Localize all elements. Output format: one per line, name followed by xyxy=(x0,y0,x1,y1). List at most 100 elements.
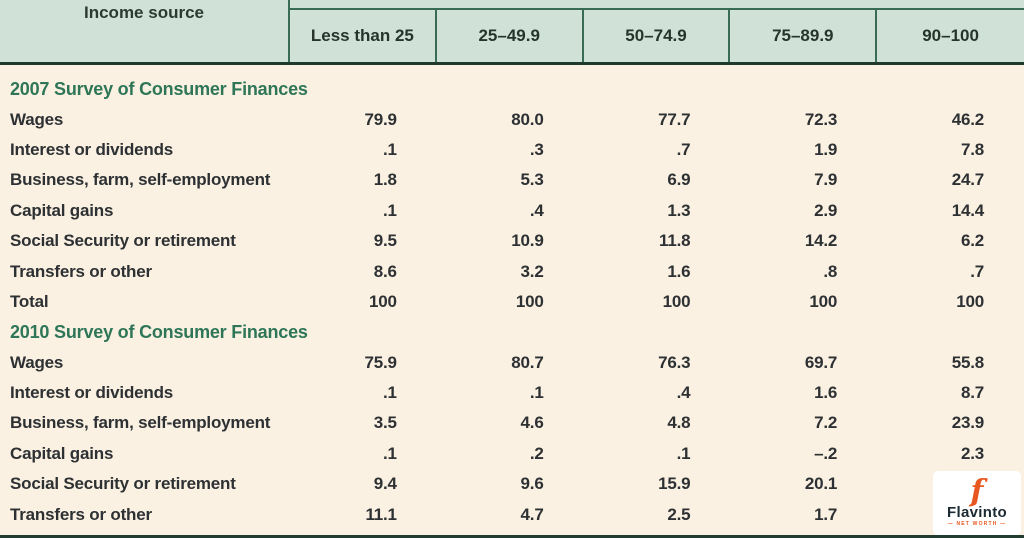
row-value: –.2 xyxy=(814,443,838,463)
table-row: Wages 79.9 80.0 77.7 72.3 46.2 xyxy=(0,104,1024,134)
row-value: 72.3 xyxy=(804,109,838,129)
table-row: Total 100 100 100 100 100 xyxy=(0,287,1024,317)
column-header-50-74: 50–74.9 xyxy=(584,10,731,62)
row-value: 7.9 xyxy=(814,170,838,190)
row-value: 14.2 xyxy=(804,231,838,251)
row-value: .1 xyxy=(383,200,397,220)
row-label: Transfers or other xyxy=(10,504,152,524)
row-value: 4.6 xyxy=(520,413,544,433)
row-value: 55.8 xyxy=(951,352,984,372)
row-value: 5.3 xyxy=(520,170,544,190)
row-label: Social Security or retirement xyxy=(10,231,236,251)
row-value: 1.6 xyxy=(814,383,838,403)
row-value: .1 xyxy=(383,383,397,403)
table-row: Wages 75.9 80.7 76.3 69.7 55.8 xyxy=(0,348,1024,378)
row-value: 76.3 xyxy=(658,352,691,372)
row-label: Interest or dividends xyxy=(10,383,174,403)
row-value: 2.9 xyxy=(814,200,838,220)
table-row: Capital gains .1 .2 .1 –.2 2.3 xyxy=(0,439,1024,469)
row-value: 9.4 xyxy=(373,474,397,494)
corner-header-label: Income source xyxy=(84,3,204,22)
row-value: .3 xyxy=(529,139,544,159)
row-value: 100 xyxy=(369,291,397,311)
flavinto-watermark: f Flavinto — NET WORTH — xyxy=(933,471,1021,535)
table-row: Interest or dividends .1 .1 .4 1.6 8.7 xyxy=(0,378,1024,408)
row-value: 23.9 xyxy=(951,413,984,433)
column-header-group: Less than 25 25–49.9 50–74.9 75–89.9 90–… xyxy=(290,0,1024,62)
row-value: 69.7 xyxy=(804,352,838,372)
row-value: 80.0 xyxy=(511,109,544,129)
table-row: Business, farm, self-employment 3.5 4.6 … xyxy=(0,408,1024,438)
row-value: 1.6 xyxy=(667,261,691,281)
column-header-90-100: 90–100 xyxy=(922,26,979,45)
column-header-less-than-25: Less than 25 xyxy=(290,10,437,62)
row-value: 2.3 xyxy=(960,443,984,463)
row-label: Interest or dividends xyxy=(10,139,174,159)
row-value: 100 xyxy=(956,291,984,311)
row-value: 20.1 xyxy=(804,474,838,494)
row-value: .1 xyxy=(529,383,544,403)
row-value: .4 xyxy=(529,200,544,220)
row-value: 75.9 xyxy=(364,352,397,372)
section-heading: 2010 Survey of Consumer Finances xyxy=(10,321,308,342)
column-header-75-89: 75–89.9 xyxy=(730,10,878,62)
row-label: Transfers or other xyxy=(10,261,152,281)
table-row: Capital gains .1 .4 1.3 2.9 14.4 xyxy=(0,196,1024,226)
section-heading: 2007 Survey of Consumer Finances xyxy=(10,78,308,99)
row-value: .1 xyxy=(676,443,691,463)
row-value: 1.8 xyxy=(373,170,397,190)
row-value: 4.8 xyxy=(667,413,691,433)
row-value: 100 xyxy=(662,291,691,311)
row-value: .2 xyxy=(529,443,544,463)
row-value: 10.9 xyxy=(511,231,544,251)
flavinto-monogram-icon: f xyxy=(970,473,984,509)
row-value: 80.7 xyxy=(511,352,544,372)
row-label: Social Security or retirement xyxy=(10,474,236,494)
row-value: 77.7 xyxy=(658,109,691,129)
table-row: Transfers or other 11.1 4.7 2.5 1.7 xyxy=(0,499,1024,529)
column-header-25-49: 25–49.9 xyxy=(437,10,584,62)
row-value: 7.2 xyxy=(814,413,838,433)
spanner-strip xyxy=(290,0,1024,10)
row-label: Capital gains xyxy=(10,200,114,220)
row-value: 100 xyxy=(515,291,544,311)
row-label: Capital gains xyxy=(10,443,114,463)
row-value: 24.7 xyxy=(951,170,984,190)
row-value: 15.9 xyxy=(658,474,691,494)
row-label: Business, farm, self-employment xyxy=(10,413,271,433)
row-value: .7 xyxy=(676,139,691,159)
row-value: 3.5 xyxy=(373,413,397,433)
row-value: 2.5 xyxy=(667,504,691,524)
row-value: 8.6 xyxy=(373,261,397,281)
row-value: .7 xyxy=(970,261,984,281)
row-value: 1.3 xyxy=(667,200,691,220)
row-label: Business, farm, self-employment xyxy=(10,170,271,190)
row-value: 9.5 xyxy=(373,231,397,251)
row-value: .8 xyxy=(823,261,838,281)
row-value: 7.8 xyxy=(960,139,984,159)
row-value: .1 xyxy=(383,139,397,159)
row-label: Wages xyxy=(10,109,64,129)
corner-header-cell: Income source xyxy=(0,0,290,62)
row-value: 9.6 xyxy=(520,474,544,494)
row-value: 11.1 xyxy=(365,504,397,524)
row-label: Total xyxy=(10,291,49,311)
row-value: 1.9 xyxy=(814,139,838,159)
row-value: 1.7 xyxy=(814,504,838,524)
flavinto-tagline: — NET WORTH — xyxy=(947,520,1007,527)
table-body: 2007 Survey of Consumer Finances Wages 7… xyxy=(0,65,1024,530)
row-value: .4 xyxy=(676,383,691,403)
row-value: 11.8 xyxy=(659,231,691,251)
row-value: .1 xyxy=(383,443,397,463)
table-row: Social Security or retirement 9.5 10.9 1… xyxy=(0,226,1024,256)
column-header-row: Less than 25 25–49.9 50–74.9 75–89.9 90–… xyxy=(290,10,1024,62)
table-header: Income source Less than 25 25–49.9 50–74… xyxy=(0,0,1024,65)
table-row: Interest or dividends .1 .3 .7 1.9 7.8 xyxy=(0,135,1024,165)
row-value: 79.9 xyxy=(364,109,397,129)
row-value: 8.7 xyxy=(960,383,984,403)
table-row: Business, farm, self-employment 1.8 5.3 … xyxy=(0,165,1024,195)
row-value: 100 xyxy=(809,291,838,311)
row-label: Wages xyxy=(10,352,64,372)
row-value: 6.9 xyxy=(667,170,691,190)
